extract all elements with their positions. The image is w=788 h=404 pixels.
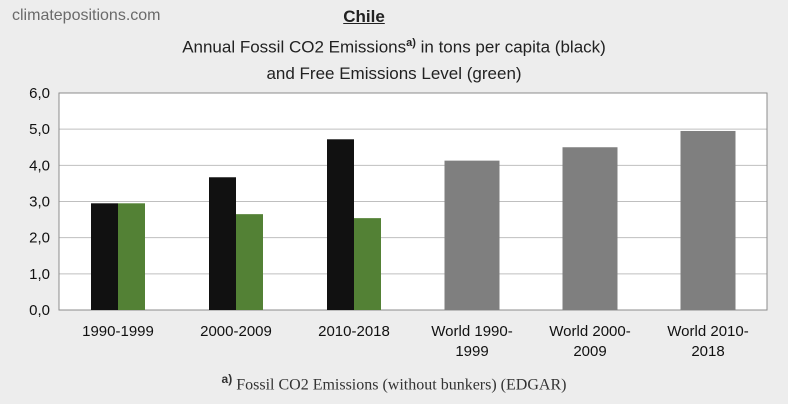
footnote-marker: a) <box>221 372 233 386</box>
title-footnote-marker: a) <box>406 37 416 49</box>
y-tick-label: 5,0 <box>29 121 50 138</box>
bar-free_level <box>118 203 145 310</box>
chart-title-line2: and Free Emissions Level (green) <box>266 64 522 83</box>
x-tick-label: 1990-1999 <box>82 323 154 340</box>
y-tick-label: 3,0 <box>29 194 50 211</box>
x-tick-label: 1999 <box>455 343 488 360</box>
y-tick-label: 0,0 <box>29 302 50 319</box>
bar-free_level <box>236 214 263 310</box>
x-tick-label: World 2000- <box>549 323 630 340</box>
footnote-text: Fossil CO2 Emissions (without bunkers) (… <box>232 376 567 394</box>
plot-border <box>58 92 768 311</box>
x-tick-label: World 1990- <box>431 323 512 340</box>
x-tick-label: 2010-2018 <box>318 323 390 340</box>
y-tick-label: 2,0 <box>29 230 50 247</box>
footnote: a) Fossil CO2 Emissions (without bunkers… <box>0 372 788 394</box>
y-tick-label: 6,0 <box>29 85 50 102</box>
title-text-rest: in tons per capita (black) <box>415 37 606 57</box>
x-tick-label: 2009 <box>573 343 606 360</box>
bar-world <box>444 160 500 310</box>
site-label: climatepositions.com <box>12 7 161 24</box>
bar-emissions <box>209 177 236 310</box>
x-tick-label: World 2010- <box>667 323 748 340</box>
bar-world <box>562 147 618 310</box>
bar-emissions <box>327 139 354 310</box>
y-tick-label: 4,0 <box>29 157 50 174</box>
x-tick-label: 2018 <box>691 343 724 360</box>
x-tick-label: 2000-2009 <box>200 323 272 340</box>
chart-title-line1: Annual Fossil CO2 Emissionsa) in tons pe… <box>0 37 788 58</box>
title-text: Annual Fossil CO2 Emissions <box>182 37 407 57</box>
chart-country-title: Chile <box>343 7 385 26</box>
bar-free_level <box>354 218 381 310</box>
bar-emissions <box>91 203 118 310</box>
bar-world <box>680 130 736 310</box>
y-tick-label: 1,0 <box>29 266 50 283</box>
